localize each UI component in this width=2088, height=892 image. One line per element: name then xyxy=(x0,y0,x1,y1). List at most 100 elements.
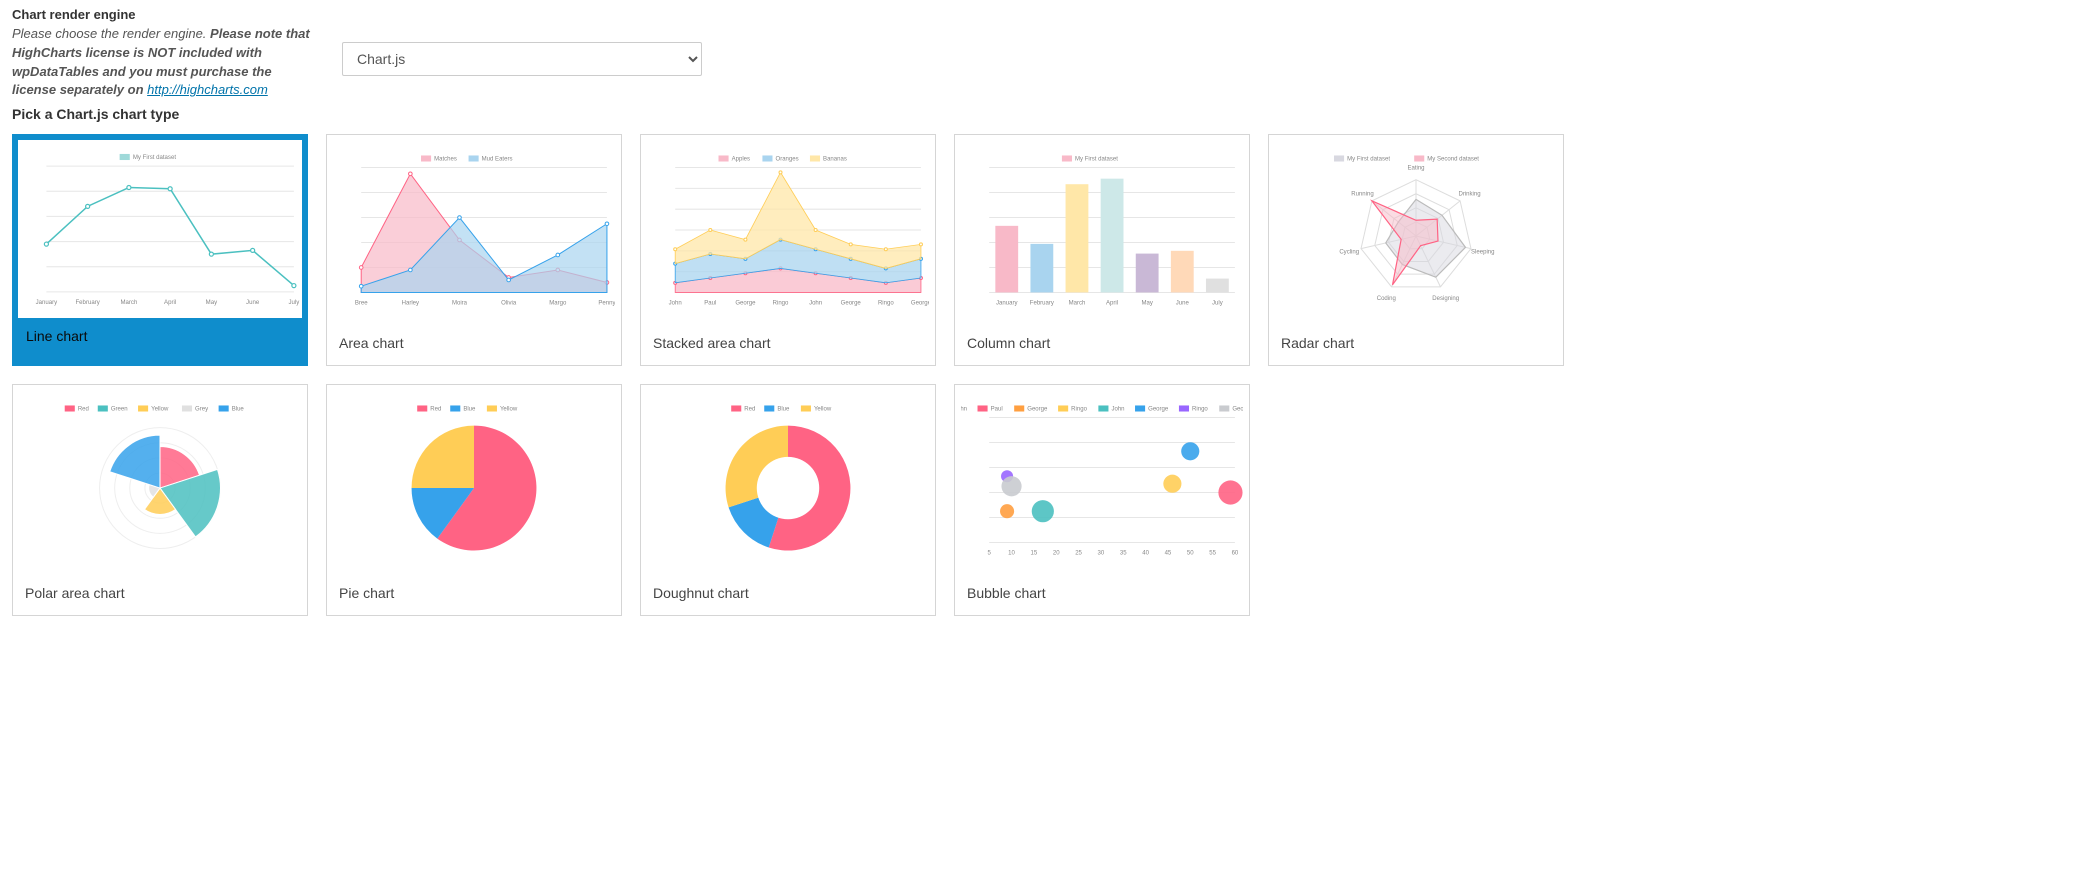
svg-text:Olivia: Olivia xyxy=(501,301,517,307)
svg-text:Coding: Coding xyxy=(1377,296,1396,302)
svg-text:Paul: Paul xyxy=(704,301,716,307)
svg-text:Red: Red xyxy=(78,407,89,413)
chart-type-label: Bubble chart xyxy=(955,575,1249,615)
highcharts-link[interactable]: http://highcharts.com xyxy=(147,82,268,97)
svg-text:Designing: Designing xyxy=(1432,296,1459,302)
chart-type-card[interactable]: My First datasetJanuaryFebruaryMarchApri… xyxy=(12,134,308,366)
svg-text:Yellow: Yellow xyxy=(151,407,169,413)
svg-text:John: John xyxy=(809,301,822,307)
svg-text:Cycling: Cycling xyxy=(1339,250,1359,256)
svg-text:Bree: Bree xyxy=(355,301,368,307)
svg-text:John: John xyxy=(669,301,682,307)
svg-text:10: 10 xyxy=(1008,551,1015,557)
chart-type-card[interactable]: MatchesMud EatersBreeHarleyMoiraOliviaMa… xyxy=(326,134,622,366)
svg-text:George: George xyxy=(735,301,756,307)
svg-text:Moira: Moira xyxy=(452,301,468,307)
svg-text:February: February xyxy=(1030,301,1054,307)
svg-text:15: 15 xyxy=(1031,551,1038,557)
chart-type-card[interactable]: Red Blue Yellow Pie chart xyxy=(326,384,622,616)
svg-text:Apples: Apples xyxy=(732,157,750,163)
svg-text:George: George xyxy=(911,301,929,307)
svg-text:25: 25 xyxy=(1075,551,1082,557)
svg-text:Grey: Grey xyxy=(195,407,208,413)
svg-text:Drinking: Drinking xyxy=(1458,192,1480,198)
svg-text:Ringo: Ringo xyxy=(878,301,894,307)
svg-text:Bananas: Bananas xyxy=(823,157,847,163)
svg-text:My Second dataset: My Second dataset xyxy=(1427,157,1479,163)
svg-text:February: February xyxy=(75,299,100,306)
svg-text:Running: Running xyxy=(1351,192,1373,198)
svg-text:July: July xyxy=(288,299,300,306)
svg-text:Ringo: Ringo xyxy=(1192,407,1208,413)
svg-text:Oranges: Oranges xyxy=(776,157,799,163)
chart-thumbnail: My First dataset My Second datasetEating D… xyxy=(1275,141,1557,319)
chart-type-card[interactable]: My First datasetJanuaryFebruaryMarchApri… xyxy=(954,134,1250,366)
svg-text:30: 30 xyxy=(1098,551,1105,557)
svg-text:April: April xyxy=(1106,301,1118,307)
svg-text:5: 5 xyxy=(988,551,992,557)
svg-text:Blue: Blue xyxy=(463,407,476,413)
chart-type-label: Column chart xyxy=(955,325,1249,365)
chart-type-card[interactable]: RedBlueYellow Doughnut chart xyxy=(640,384,936,616)
svg-text:My First dataset: My First dataset xyxy=(1347,157,1390,163)
svg-text:60: 60 xyxy=(1232,551,1239,557)
svg-text:March: March xyxy=(1069,301,1086,307)
chart-thumbnail: My First datasetJanuaryFebruaryMarchApri… xyxy=(18,140,302,318)
svg-text:George: George xyxy=(1232,407,1243,413)
svg-text:Yellow: Yellow xyxy=(500,407,518,413)
chart-thumbnail: RedBlueYellow xyxy=(647,391,929,569)
svg-text:Red: Red xyxy=(430,407,441,413)
chart-thumbnail: My First datasetJanuaryFebruaryMarchApri… xyxy=(961,141,1243,319)
engine-description: Chart render engine Please choose the re… xyxy=(12,6,312,100)
chart-thumbnail: MatchesMud EatersBreeHarleyMoiraOliviaMa… xyxy=(333,141,615,319)
svg-text:Matches: Matches xyxy=(434,157,457,163)
engine-title: Chart render engine xyxy=(12,7,136,22)
svg-text:Penny: Penny xyxy=(598,301,615,307)
svg-text:Harley: Harley xyxy=(402,301,419,307)
svg-text:My First dataset: My First dataset xyxy=(133,154,177,161)
chart-type-label: Polar area chart xyxy=(13,575,307,615)
chart-type-label: Stacked area chart xyxy=(641,325,935,365)
svg-text:Paul: Paul xyxy=(991,407,1003,413)
svg-text:Yellow: Yellow xyxy=(814,407,832,413)
chart-type-section-label: Pick a Chart.js chart type xyxy=(12,106,2076,122)
svg-text:George: George xyxy=(841,301,862,307)
svg-text:20: 20 xyxy=(1053,551,1060,557)
svg-text:Ringo: Ringo xyxy=(773,301,789,307)
chart-type-label: Pie chart xyxy=(327,575,621,615)
svg-text:June: June xyxy=(246,299,260,306)
chart-type-card[interactable]: JohnPaulGeorgeRingoJohnGeorgeRingoGeorge… xyxy=(954,384,1250,616)
svg-text:55: 55 xyxy=(1209,551,1216,557)
svg-text:May: May xyxy=(206,299,218,306)
svg-text:April: April xyxy=(164,299,176,306)
chart-type-label: Radar chart xyxy=(1269,325,1563,365)
svg-text:Green: Green xyxy=(111,407,128,413)
chart-type-card[interactable]: My First dataset My Second datasetEating D… xyxy=(1268,134,1564,366)
svg-text:George: George xyxy=(1148,407,1169,413)
svg-text:Red: Red xyxy=(744,407,755,413)
chart-type-label: Line chart xyxy=(18,318,302,356)
chart-thumbnail: Apples Oranges Bananas John Paul George Ringo J… xyxy=(647,141,929,319)
svg-text:John: John xyxy=(1111,407,1124,413)
svg-text:35: 35 xyxy=(1120,551,1127,557)
chart-type-label: Doughnut chart xyxy=(641,575,935,615)
chart-thumbnail: Red Green Yellow Grey Blue xyxy=(19,391,301,569)
chart-thumbnail: Red Blue Yellow xyxy=(333,391,615,569)
svg-text:50: 50 xyxy=(1187,551,1194,557)
svg-text:George: George xyxy=(1027,407,1048,413)
svg-text:40: 40 xyxy=(1142,551,1149,557)
svg-text:June: June xyxy=(1176,301,1190,307)
svg-text:My First dataset: My First dataset xyxy=(1075,157,1118,163)
svg-text:Eating: Eating xyxy=(1407,166,1424,172)
chart-type-label: Area chart xyxy=(327,325,621,365)
svg-text:Margo: Margo xyxy=(549,301,567,307)
svg-text:July: July xyxy=(1212,301,1223,307)
engine-select-wrap: Chart.js xyxy=(342,42,702,76)
settings-header: Chart render engine Please choose the re… xyxy=(12,6,2076,100)
chart-type-card[interactable]: Apples Oranges Bananas John Paul George Ringo J… xyxy=(640,134,936,366)
svg-text:Blue: Blue xyxy=(232,407,245,413)
svg-text:May: May xyxy=(1141,301,1152,307)
svg-text:John: John xyxy=(961,407,967,413)
engine-select[interactable]: Chart.js xyxy=(342,42,702,76)
chart-type-card[interactable]: Red Green Yellow Grey Blue Polar area chart xyxy=(12,384,308,616)
